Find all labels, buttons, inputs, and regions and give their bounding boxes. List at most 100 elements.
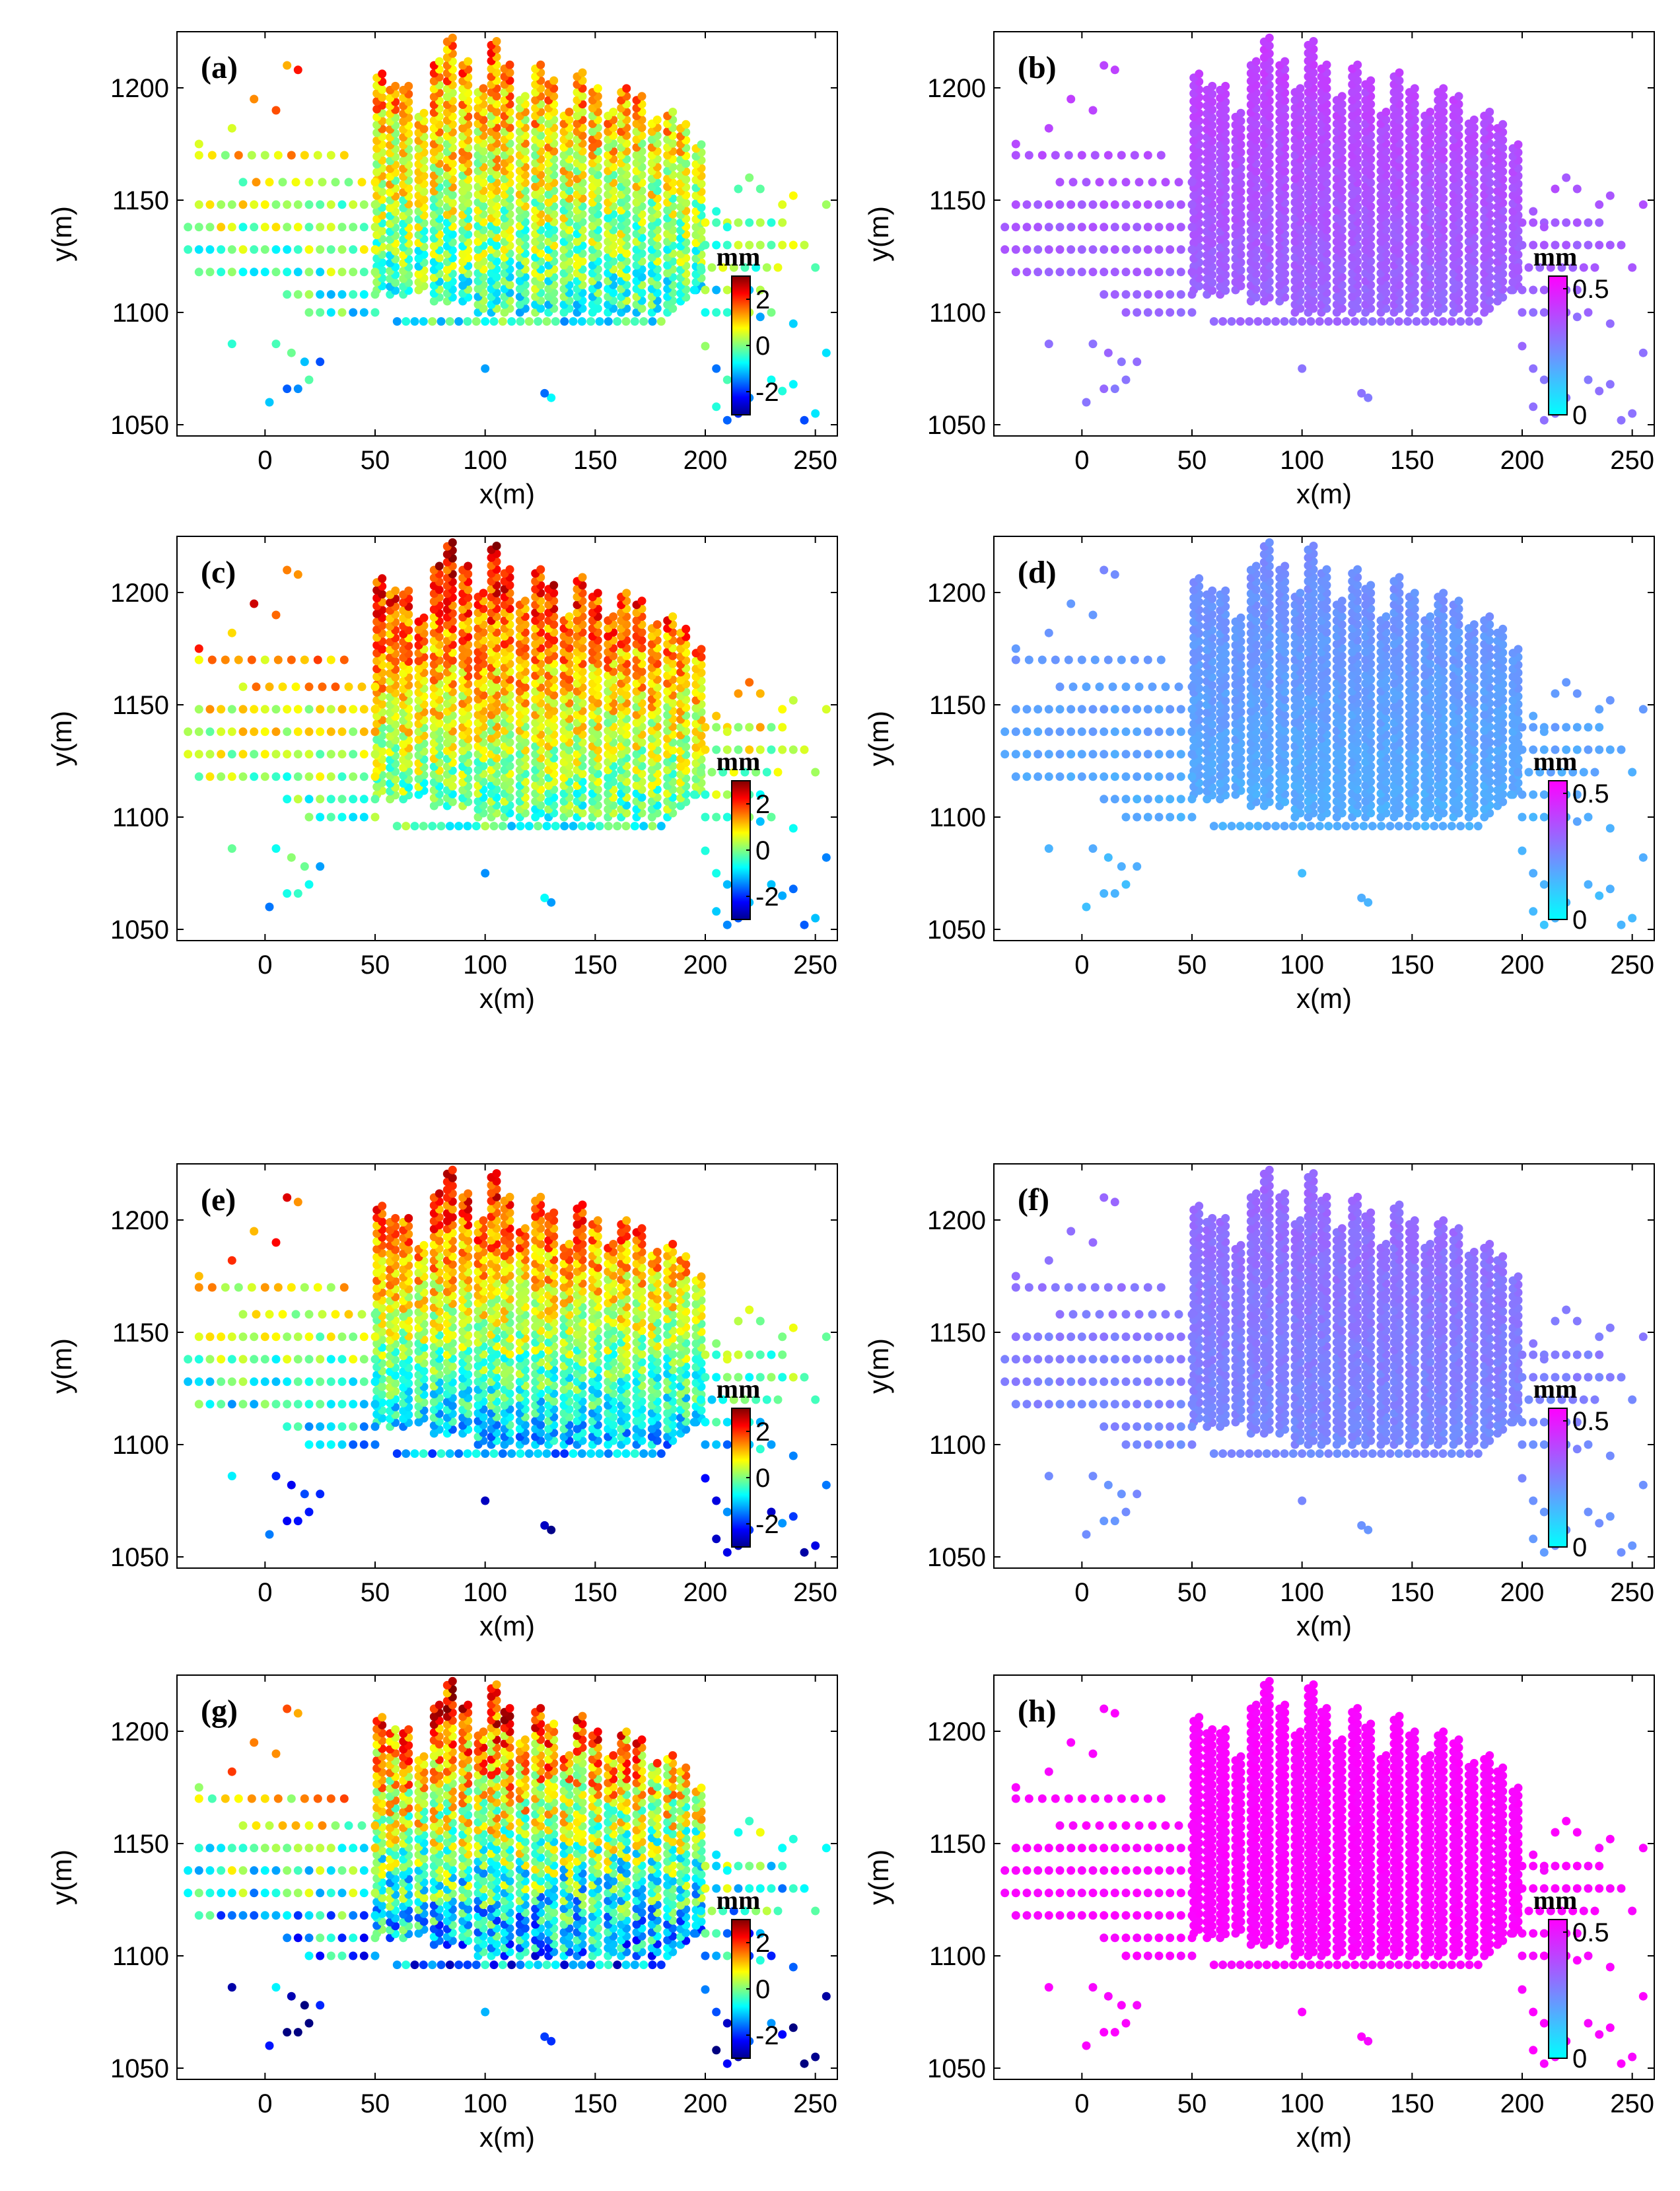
data-point: [260, 705, 269, 714]
colorbar-tick-label: 0: [755, 332, 770, 361]
data-point: [778, 200, 787, 209]
data-point: [227, 340, 236, 349]
data-point: [1187, 200, 1197, 209]
data-point: [1518, 240, 1527, 250]
data-point: [318, 178, 327, 187]
data-point: [481, 822, 490, 831]
data-point: [300, 655, 309, 664]
data-point: [316, 290, 325, 299]
data-point: [1024, 151, 1033, 160]
data-point: [586, 822, 596, 831]
data-point: [359, 290, 368, 299]
data-point: [755, 184, 765, 194]
data-point: [1121, 290, 1131, 299]
data-point: [1011, 151, 1020, 160]
data-point: [278, 682, 287, 692]
data-point: [349, 308, 358, 317]
data-point: [1395, 68, 1404, 77]
data-point: [604, 317, 613, 326]
data-point: [293, 223, 302, 232]
data-point: [778, 240, 787, 250]
data-point: [1067, 94, 1076, 104]
data-point: [1353, 60, 1362, 69]
data-point: [265, 682, 274, 692]
data-point: [630, 822, 639, 831]
data-point: [370, 727, 380, 736]
data-point: [410, 317, 419, 326]
data-point: [755, 218, 765, 227]
data-point: [1539, 415, 1549, 425]
data-point: [419, 108, 429, 118]
data-point: [283, 384, 292, 394]
data-point: [326, 200, 335, 209]
data-point: [722, 285, 732, 295]
data-point: [359, 750, 368, 759]
data-point: [1253, 317, 1263, 326]
data-point: [349, 290, 358, 299]
y-tick-label: 1100: [112, 803, 169, 832]
data-point: [701, 341, 710, 351]
data-point: [1595, 218, 1604, 227]
data-point: [300, 862, 309, 871]
data-point: [1011, 223, 1020, 232]
data-point: [1439, 84, 1448, 93]
data-point: [1529, 364, 1538, 373]
data-point: [194, 245, 203, 254]
data-point: [337, 795, 347, 804]
data-point: [326, 308, 335, 317]
data-point: [326, 151, 335, 160]
data-point: [435, 561, 444, 571]
data-point: [1385, 317, 1395, 326]
data-point: [734, 218, 743, 227]
data-point: [712, 869, 721, 878]
data-point: [207, 655, 217, 664]
data-point: [349, 772, 358, 781]
data-point: [668, 108, 678, 116]
data-point: [773, 263, 783, 272]
data-point: [419, 613, 429, 622]
data-point: [437, 317, 446, 326]
x-axis-label: x(m): [479, 478, 535, 509]
data-point: [1562, 218, 1571, 227]
y-tick-label: 1150: [112, 186, 169, 215]
data-point: [1154, 290, 1164, 299]
data-point: [1110, 245, 1119, 254]
data-point: [472, 317, 481, 326]
data-point: [326, 795, 335, 804]
data-point: [283, 268, 292, 277]
data-point: [304, 308, 314, 317]
data-point: [1011, 200, 1020, 209]
data-point: [1022, 268, 1032, 277]
data-point: [1088, 106, 1098, 115]
data-point: [778, 891, 787, 900]
data-point: [1209, 317, 1218, 326]
data-point: [800, 920, 809, 929]
data-point: [1077, 223, 1086, 232]
data-point: [1110, 384, 1119, 394]
data-point: [1176, 223, 1185, 232]
data-point: [234, 151, 243, 160]
data-point: [788, 824, 798, 833]
data-point: [304, 682, 314, 692]
data-point: [534, 317, 543, 326]
data-point: [788, 319, 798, 328]
data-point: [1426, 108, 1435, 116]
data-point: [293, 290, 302, 299]
colorbar-unit: mm: [1533, 242, 1578, 271]
data-point: [565, 108, 574, 116]
data-point: [696, 768, 705, 777]
data-point: [1539, 308, 1549, 317]
data-point: [260, 200, 269, 209]
data-point: [359, 812, 368, 822]
x-tick-label: 50: [361, 446, 390, 475]
data-point: [410, 822, 419, 831]
data-point: [1617, 240, 1626, 250]
data-point: [283, 750, 292, 759]
data-point: [696, 263, 705, 272]
y-tick-label: 1100: [929, 299, 986, 328]
data-point: [391, 586, 400, 595]
data-point: [767, 308, 776, 317]
data-point: [316, 245, 325, 254]
data-point: [1529, 218, 1538, 227]
x-tick-label: 100: [463, 951, 507, 980]
